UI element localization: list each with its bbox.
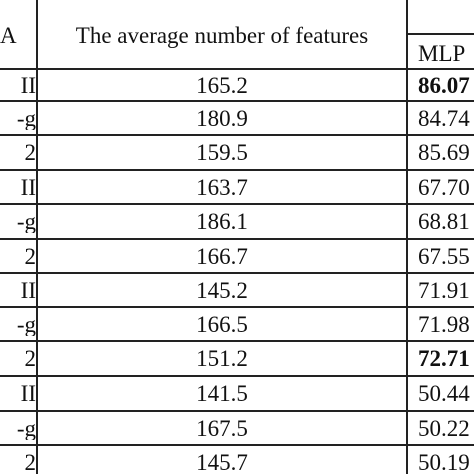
header-cell-mlp: MLP [418,41,466,66]
table-cell-avg-features: 180.9 [196,106,248,131]
table-cell-mlp: 67.55 [418,245,470,268]
table-cell-avg-features: 141.5 [196,381,248,406]
row-divider [0,238,474,240]
table-cell-method: II [20,176,36,199]
table-cell-method: II [20,382,36,405]
table-cell-method: -g [16,107,36,130]
table-cell-avg-features: 145.2 [196,278,248,303]
table-cell-avg-features: 186.1 [196,209,248,234]
table-cell-method: -g [16,417,36,440]
table-cell-method: II [20,279,36,302]
header-divider [0,68,474,70]
header-cell-avg-features: The average number of features [75,23,369,48]
table-cell-method: 2 [24,141,37,164]
row-divider [0,272,474,274]
table-cell-method: 2 [24,347,37,370]
row-divider [0,410,474,412]
table-cell-avg-features: 166.7 [196,244,248,269]
table-cell-avg-features: 163.7 [196,175,248,200]
row-divider [0,444,474,446]
table-cell-mlp: 50.19 [418,451,470,474]
table-cell-method: 2 [24,245,37,268]
table-cell-avg-features: 151.2 [196,346,248,371]
table-cell-mlp: 72.71 [418,347,470,370]
table-cell-mlp: 50.22 [418,417,470,440]
table-cell-mlp: 50.44 [418,382,470,405]
table-cell-mlp: 71.98 [418,313,470,336]
row-divider [0,306,474,308]
subheader-divider [407,33,474,35]
row-divider [0,169,474,171]
table-cell-mlp: 71.91 [418,279,470,302]
header-cell-method: A [0,23,17,48]
table-cell-method: II [20,74,36,97]
table-cell-mlp: 68.81 [418,210,470,233]
table-cell-mlp: 67.70 [418,176,470,199]
column-divider [36,0,38,474]
table-cell-method: -g [16,313,36,336]
row-divider [0,134,474,136]
table-cell-method: 2 [24,451,37,474]
row-divider [0,340,474,342]
table-cell-mlp: 85.69 [418,141,470,164]
row-divider [0,203,474,205]
row-divider [0,375,474,377]
table-cell-mlp: 84.74 [418,107,470,130]
table-cell-avg-features: 166.5 [196,312,248,337]
table-cell-avg-features: 145.7 [196,450,248,475]
table-cell-avg-features: 167.5 [196,416,248,441]
table-cell-mlp: 86.07 [418,74,470,97]
row-divider [0,100,474,102]
column-divider [406,0,408,474]
table-cell-avg-features: 165.2 [196,73,248,98]
table-cell-method: -g [16,210,36,233]
table-cell-avg-features: 159.5 [196,140,248,165]
